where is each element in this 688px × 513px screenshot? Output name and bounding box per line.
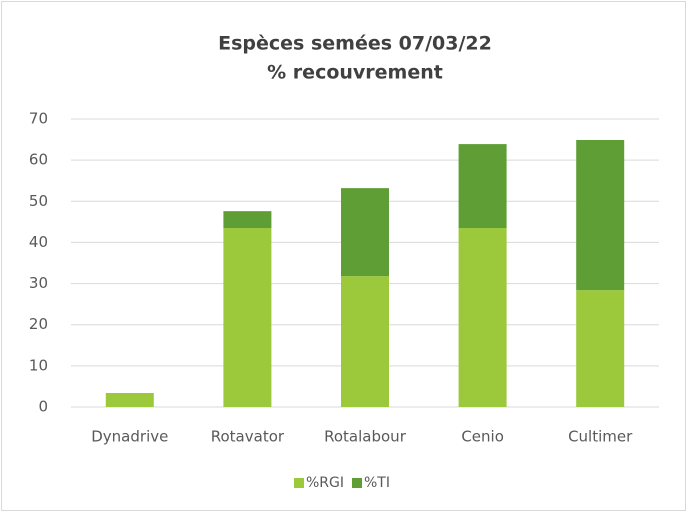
legend-swatch xyxy=(294,478,304,488)
bar xyxy=(458,228,507,407)
bar xyxy=(223,228,272,407)
legend-swatch xyxy=(352,478,362,488)
bar xyxy=(576,290,625,407)
y-tick-label: 10 xyxy=(29,356,48,374)
y-tick-label: 70 xyxy=(29,110,48,128)
bar xyxy=(105,393,154,407)
y-tick-label: 60 xyxy=(29,151,48,169)
legend-label: %RGI xyxy=(306,475,344,491)
y-tick-label: 30 xyxy=(29,274,48,292)
x-tick-label: Cenio xyxy=(461,428,504,446)
bar xyxy=(458,144,507,229)
x-tick-label: Cultimer xyxy=(568,428,633,446)
x-tick-label: Dynadrive xyxy=(91,428,168,446)
x-tick-label: Rotavator xyxy=(211,428,285,446)
y-tick-label: 20 xyxy=(29,315,48,333)
x-tick-label: Rotalabour xyxy=(324,428,407,446)
bar xyxy=(341,276,389,407)
bar xyxy=(576,139,625,291)
chart-title: Espèces semées 07/03/22 xyxy=(218,33,492,55)
bar xyxy=(223,211,272,229)
y-tick-label: 40 xyxy=(29,233,48,251)
legend-label: %TI xyxy=(364,475,390,491)
chart-subtitle: % recouvrement xyxy=(267,62,443,84)
y-tick-label: 50 xyxy=(29,192,48,210)
bar xyxy=(341,188,389,277)
y-tick-label: 0 xyxy=(38,398,48,416)
